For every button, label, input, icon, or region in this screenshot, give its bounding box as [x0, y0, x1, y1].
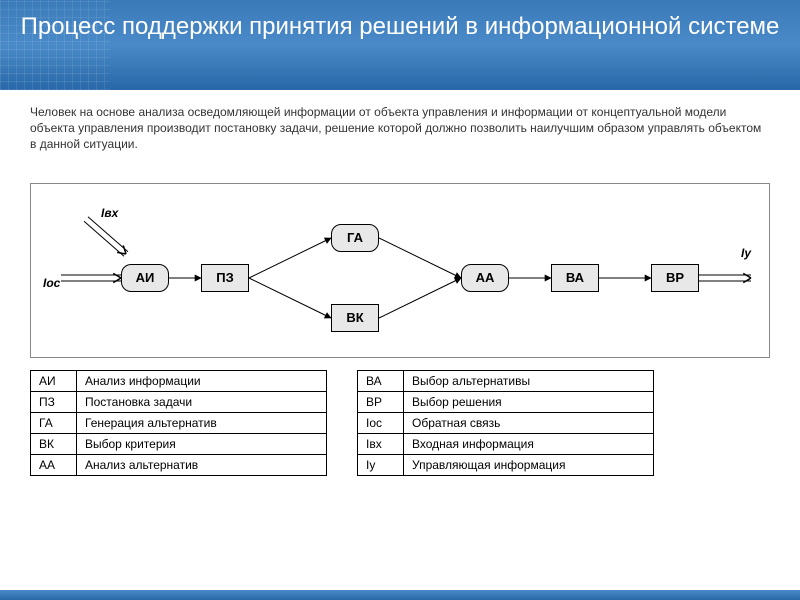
- node-AI: АИ: [121, 264, 169, 292]
- legend-value: Обратная связь: [404, 412, 654, 433]
- legend-table-right: ВАВыбор альтернативыВРВыбор решенияIосОб…: [357, 370, 654, 476]
- legend-key: ВР: [358, 391, 404, 412]
- page-title: Процесс поддержки принятия решений в инф…: [0, 0, 800, 42]
- table-row: IвхВходная информация: [358, 433, 654, 454]
- node-VA: ВА: [551, 264, 599, 292]
- legend-value: Управляющая информация: [404, 454, 654, 475]
- legend-key: ПЗ: [31, 391, 77, 412]
- legend-value: Входная информация: [404, 433, 654, 454]
- legend-key: Iвх: [358, 433, 404, 454]
- legend-key: ВК: [31, 433, 77, 454]
- table-row: ВРВыбор решения: [358, 391, 654, 412]
- node-AA: АА: [461, 264, 509, 292]
- legend-value: Выбор критерия: [77, 433, 327, 454]
- table-row: ВКВыбор критерия: [31, 433, 327, 454]
- table-row: ВАВыбор альтернативы: [358, 370, 654, 391]
- legend-key: АИ: [31, 370, 77, 391]
- legend-table-left: АИАнализ информацииПЗПостановка задачиГА…: [30, 370, 327, 476]
- label-Ioc: Iос: [43, 276, 60, 290]
- table-row: IосОбратная связь: [358, 412, 654, 433]
- node-GA: ГА: [331, 224, 379, 252]
- legend-key: Iу: [358, 454, 404, 475]
- legend-key: АА: [31, 454, 77, 475]
- description-text: Человек на основе анализа осведомляющей …: [0, 90, 800, 163]
- footer-decoration: [0, 590, 800, 600]
- legend-key: Iос: [358, 412, 404, 433]
- table-row: АИАнализ информации: [31, 370, 327, 391]
- label-Iy: Iу: [741, 246, 751, 260]
- table-row: ГАГенерация альтернатив: [31, 412, 327, 433]
- node-PZ: ПЗ: [201, 264, 249, 292]
- node-VR: ВР: [651, 264, 699, 292]
- node-VK: ВК: [331, 304, 379, 332]
- legend-key: ВА: [358, 370, 404, 391]
- flowchart-diagram: АИ ПЗ ГА ВК АА ВА ВР Iвх Iос Iу: [30, 183, 770, 358]
- legend-value: Постановка задачи: [77, 391, 327, 412]
- slide-header: Процесс поддержки принятия решений в инф…: [0, 0, 800, 90]
- legend-value: Анализ информации: [77, 370, 327, 391]
- legend-value: Выбор решения: [404, 391, 654, 412]
- legend-value: Анализ альтернатив: [77, 454, 327, 475]
- table-row: IуУправляющая информация: [358, 454, 654, 475]
- legend-value: Генерация альтернатив: [77, 412, 327, 433]
- table-row: ПЗПостановка задачи: [31, 391, 327, 412]
- legend-key: ГА: [31, 412, 77, 433]
- table-row: АААнализ альтернатив: [31, 454, 327, 475]
- legend-tables: АИАнализ информацииПЗПостановка задачиГА…: [0, 370, 800, 476]
- label-Ivx: Iвх: [101, 206, 118, 220]
- legend-value: Выбор альтернативы: [404, 370, 654, 391]
